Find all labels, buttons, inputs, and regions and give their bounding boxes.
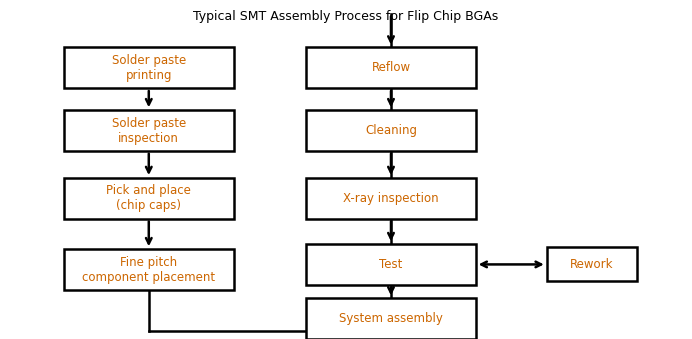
Text: Test: Test [379, 258, 403, 271]
FancyBboxPatch shape [64, 178, 234, 219]
Text: Solder paste
printing: Solder paste printing [111, 54, 186, 82]
Text: Pick and place
(chip caps): Pick and place (chip caps) [107, 184, 191, 212]
FancyBboxPatch shape [306, 47, 476, 88]
Text: Cleaning: Cleaning [365, 124, 417, 137]
Text: System assembly: System assembly [339, 312, 443, 325]
Text: Solder paste
inspection: Solder paste inspection [111, 117, 186, 144]
FancyBboxPatch shape [64, 110, 234, 151]
FancyBboxPatch shape [306, 244, 476, 285]
Text: X-ray inspection: X-ray inspection [343, 192, 439, 205]
FancyBboxPatch shape [306, 110, 476, 151]
Text: Rework: Rework [570, 258, 613, 271]
Text: Reflow: Reflow [372, 61, 410, 74]
FancyBboxPatch shape [306, 178, 476, 219]
FancyBboxPatch shape [547, 247, 637, 281]
Text: Typical SMT Assembly Process for Flip Chip BGAs: Typical SMT Assembly Process for Flip Ch… [193, 10, 499, 23]
FancyBboxPatch shape [64, 47, 234, 88]
FancyBboxPatch shape [306, 298, 476, 339]
Text: Fine pitch
component placement: Fine pitch component placement [82, 256, 215, 283]
FancyBboxPatch shape [64, 249, 234, 290]
